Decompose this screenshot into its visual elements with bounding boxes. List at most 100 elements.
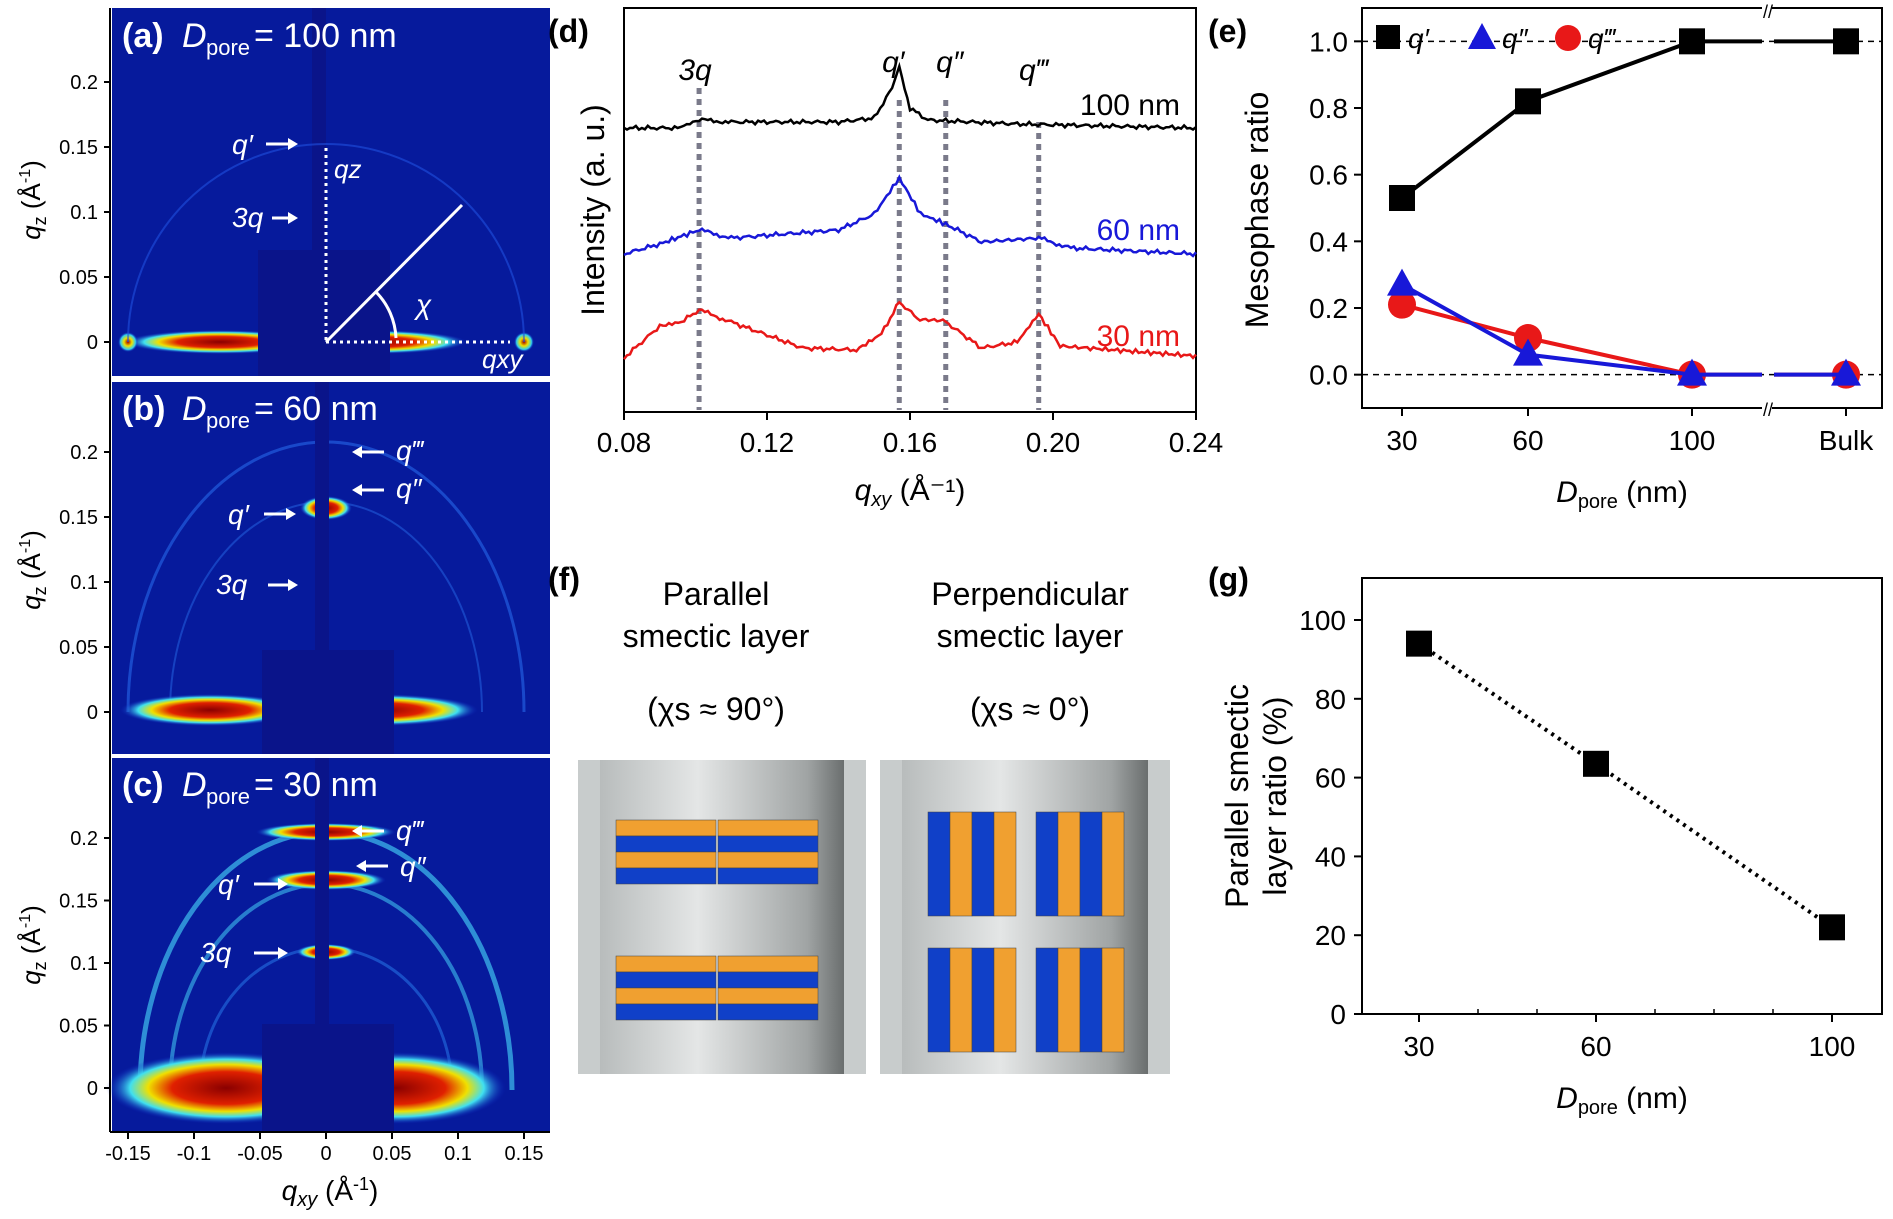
map-ylabel-c: qz (Å-1) bbox=[16, 905, 50, 985]
map-xlabel: qxy (Å-1) bbox=[282, 1174, 379, 1211]
d-series-label: 60 nm bbox=[1097, 214, 1180, 247]
map-b-arrow-qdouble: q″ bbox=[396, 473, 423, 504]
f-parallel-layer bbox=[615, 987, 717, 1005]
left-title-3: (χs ≈ 90°) bbox=[647, 691, 785, 727]
d-xtick-label: 0.24 bbox=[1169, 427, 1224, 458]
g-ytick-label: 100 bbox=[1299, 605, 1346, 636]
map-axes: 0.2 0.15 0.1 0.05 0 0.2 0.15 0.1 0.05 0 0.2 0.15 0.1… bbox=[16, 8, 550, 1211]
map-c-arrow-qdouble: q″ bbox=[400, 851, 427, 882]
panel-e-xlabel: Dpore (nm) bbox=[1556, 476, 1688, 513]
e-ytick-label: 0.4 bbox=[1309, 226, 1348, 257]
map-xtick-label: 0.1 bbox=[444, 1143, 472, 1165]
g-xtick-label: 30 bbox=[1403, 1031, 1434, 1062]
g-ytick-label: 20 bbox=[1315, 920, 1346, 951]
map-xtick-label: -0.15 bbox=[105, 1143, 151, 1165]
e-legend-label: q‴ bbox=[1588, 23, 1617, 54]
g-marker-square bbox=[1406, 630, 1432, 657]
f-parallel-layer bbox=[615, 955, 717, 973]
map-ytick-label: 0.1 bbox=[70, 572, 98, 594]
map-a-dpore-sub: pore bbox=[206, 35, 250, 60]
d-series-line-1 bbox=[623, 174, 1197, 258]
f-parallel-layer bbox=[717, 955, 819, 973]
d-series-label: 30 nm bbox=[1097, 320, 1180, 353]
d-series-line-2 bbox=[623, 300, 1197, 360]
map-ytick-label: 0.15 bbox=[59, 891, 98, 913]
g-ytick-label: 40 bbox=[1315, 841, 1346, 872]
f-perpendicular-layer bbox=[1035, 811, 1059, 917]
right-title-3: (χs ≈ 0°) bbox=[970, 691, 1090, 727]
d-peak-label: 3q bbox=[678, 54, 712, 87]
f-perpendicular-layer bbox=[971, 811, 995, 917]
f-perpendicular-layer bbox=[1079, 947, 1103, 1053]
e-break-gap-bottom bbox=[1762, 402, 1772, 414]
d-xtick-label: 0.16 bbox=[883, 427, 938, 458]
map-ytick-label: 0 bbox=[87, 332, 98, 354]
panel-e-ylabel: Mesophase ratio bbox=[1239, 92, 1275, 329]
e-ytick-label: 0.6 bbox=[1309, 160, 1348, 191]
map-ytick-label: 0.15 bbox=[59, 137, 98, 159]
f-parallel-layer bbox=[717, 987, 819, 1005]
f-parallel-layer bbox=[615, 851, 717, 869]
giwaxs-maps: (a) D pore = 100 nm q′ 3q qz qxy χ (b) bbox=[16, 8, 550, 1211]
g-trend-line bbox=[1417, 641, 1834, 929]
panel-d-tag: (d) bbox=[548, 13, 589, 49]
map-a-tag: (a) bbox=[122, 17, 164, 55]
e-marker-circle bbox=[1388, 290, 1416, 319]
e-legend-label: q″ bbox=[1502, 23, 1529, 54]
map-c-arrow-3q: 3q bbox=[200, 937, 232, 968]
map-panel-a: (a) D pore = 100 nm q′ 3q qz qxy χ bbox=[112, 8, 550, 376]
e-break-gap-top bbox=[1762, 2, 1772, 14]
panel-e-tag: (e) bbox=[1208, 13, 1247, 49]
e-legend-circle bbox=[1555, 25, 1581, 51]
panel-d-ylabel: Intensity (a. u.) bbox=[575, 104, 611, 316]
map-ytick-label: 0.2 bbox=[70, 72, 98, 94]
g-xtick-label: 60 bbox=[1580, 1031, 1611, 1062]
map-xtick-label: 0 bbox=[320, 1143, 331, 1165]
map-a-dpore-value: = 100 nm bbox=[254, 17, 397, 55]
e-break-mark-bottom: // bbox=[1763, 400, 1773, 420]
map-ytick-label: 0.1 bbox=[70, 953, 98, 975]
e-marker-circle bbox=[1514, 324, 1542, 352]
pore-parallel bbox=[578, 760, 866, 1074]
map-b-dpore-sub: pore bbox=[206, 408, 250, 433]
d-series-label: 100 nm bbox=[1080, 89, 1180, 122]
map-b-dpore-value: = 60 nm bbox=[254, 390, 378, 428]
f-perpendicular-layer bbox=[949, 947, 973, 1053]
f-parallel-layer bbox=[615, 1003, 717, 1021]
map-ytick-label: 0.05 bbox=[59, 267, 98, 289]
map-b-dpore: D bbox=[182, 390, 207, 428]
map-c-dpore: D bbox=[182, 766, 207, 804]
f-parallel-layer bbox=[615, 835, 717, 853]
map-b-arrow-3q: 3q bbox=[216, 569, 248, 600]
e-xtick-label: Bulk bbox=[1819, 425, 1874, 456]
f-parallel-layer bbox=[717, 867, 819, 885]
e-marker-square bbox=[1389, 185, 1415, 211]
map-ylabel-a: qz (Å-1) bbox=[16, 160, 50, 240]
map-c-dpore-value: = 30 nm bbox=[254, 766, 378, 804]
e-ytick-label: 0.2 bbox=[1309, 293, 1348, 324]
f-parallel-layer bbox=[717, 971, 819, 989]
map-ytick-label: 0.2 bbox=[70, 828, 98, 850]
map-ylabel-b: qz (Å-1) bbox=[16, 530, 50, 610]
f-perpendicular-layer bbox=[1101, 811, 1125, 917]
panel-f-tag: (f) bbox=[548, 561, 580, 597]
map-ytick-label: 0.15 bbox=[59, 507, 98, 529]
e-xtick-label: 60 bbox=[1512, 425, 1543, 456]
e-line-0 bbox=[1400, 39, 1693, 200]
map-c-dpore-sub: pore bbox=[206, 784, 250, 809]
f-parallel-layer bbox=[615, 819, 717, 837]
map-panel-b: (b) D pore = 60 nm q‴ q″ q′ 3q bbox=[112, 382, 550, 754]
d-peak-label: q‴ bbox=[1019, 54, 1050, 87]
map-ytick-label: 0.05 bbox=[59, 1016, 98, 1038]
panel-g-tag: (g) bbox=[1208, 561, 1249, 597]
f-perpendicular-layer bbox=[949, 811, 973, 917]
map-ytick-label: 0 bbox=[87, 1078, 98, 1100]
f-parallel-layer bbox=[717, 819, 819, 837]
g-marker-square bbox=[1583, 750, 1609, 777]
pore-perpendicular bbox=[880, 760, 1170, 1074]
e-legend-label: q′ bbox=[1408, 23, 1431, 54]
map-xtick-label: 0.15 bbox=[505, 1143, 544, 1165]
map-panel-c: (c) D pore = 30 nm q‴ q″ q′ 3q bbox=[106, 758, 550, 1132]
e-legend-triangle bbox=[1468, 23, 1496, 49]
f-parallel-layer bbox=[717, 835, 819, 853]
